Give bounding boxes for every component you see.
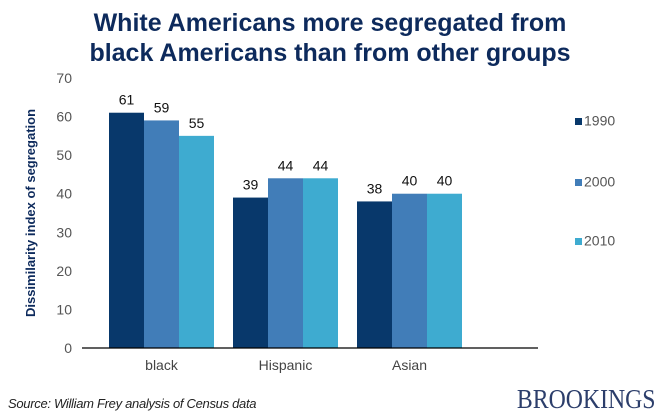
bar-black-2010 <box>179 135 214 348</box>
legend-swatch <box>575 118 582 125</box>
x-category-label: Hispanic <box>259 357 313 373</box>
legend-label: 2010 <box>584 233 615 249</box>
data-label: 38 <box>367 180 383 196</box>
data-label: 44 <box>278 157 294 173</box>
data-label: 40 <box>437 173 453 189</box>
data-label: 59 <box>154 99 170 115</box>
chart-title: White Americans more segregated from bla… <box>0 8 660 68</box>
source-note: Source: William Frey analysis of Census … <box>8 396 257 411</box>
y-tick-label: 20 <box>56 263 72 279</box>
y-tick-label: 40 <box>56 186 72 202</box>
y-axis-label: Dissimilarity index of segregation <box>23 109 38 317</box>
bar-asian-2000 <box>392 193 427 348</box>
legend-label: 1990 <box>584 113 615 129</box>
bar-hispanic-2010 <box>303 178 338 348</box>
legend-swatch <box>575 179 582 186</box>
y-tick-label: 0 <box>64 340 72 356</box>
legend-label: 2000 <box>584 174 615 190</box>
bar-black-1990 <box>109 112 144 348</box>
y-tick-label: 50 <box>56 147 72 163</box>
data-label: 44 <box>313 157 329 173</box>
data-label: 40 <box>402 173 418 189</box>
legend-item-2010: 2010 <box>575 233 615 249</box>
y-tick-label: 10 <box>56 301 72 317</box>
legend-item-2000: 2000 <box>575 174 615 190</box>
brookings-logo: BROOKINGS <box>517 384 656 414</box>
data-label: 61 <box>119 92 135 108</box>
x-category-label: black <box>145 357 179 373</box>
legend-item-1990: 1990 <box>575 113 615 129</box>
data-label: 55 <box>189 115 205 131</box>
y-tick-label: 70 <box>56 70 72 86</box>
bar-asian-2010 <box>427 193 462 348</box>
bar-black-2000 <box>144 120 179 348</box>
bar-hispanic-1990 <box>233 197 268 348</box>
legend-swatch <box>575 238 582 245</box>
bar-asian-1990 <box>357 201 392 348</box>
chart-title-line-1: White Americans more segregated from <box>93 9 567 37</box>
data-label: 39 <box>243 177 259 193</box>
bar-hispanic-2000 <box>268 178 303 348</box>
y-tick-label: 60 <box>56 109 72 125</box>
chart-title-line-2: black Americans than from other groups <box>89 39 571 67</box>
x-category-label: Asian <box>392 357 427 373</box>
y-tick-label: 30 <box>56 224 72 240</box>
